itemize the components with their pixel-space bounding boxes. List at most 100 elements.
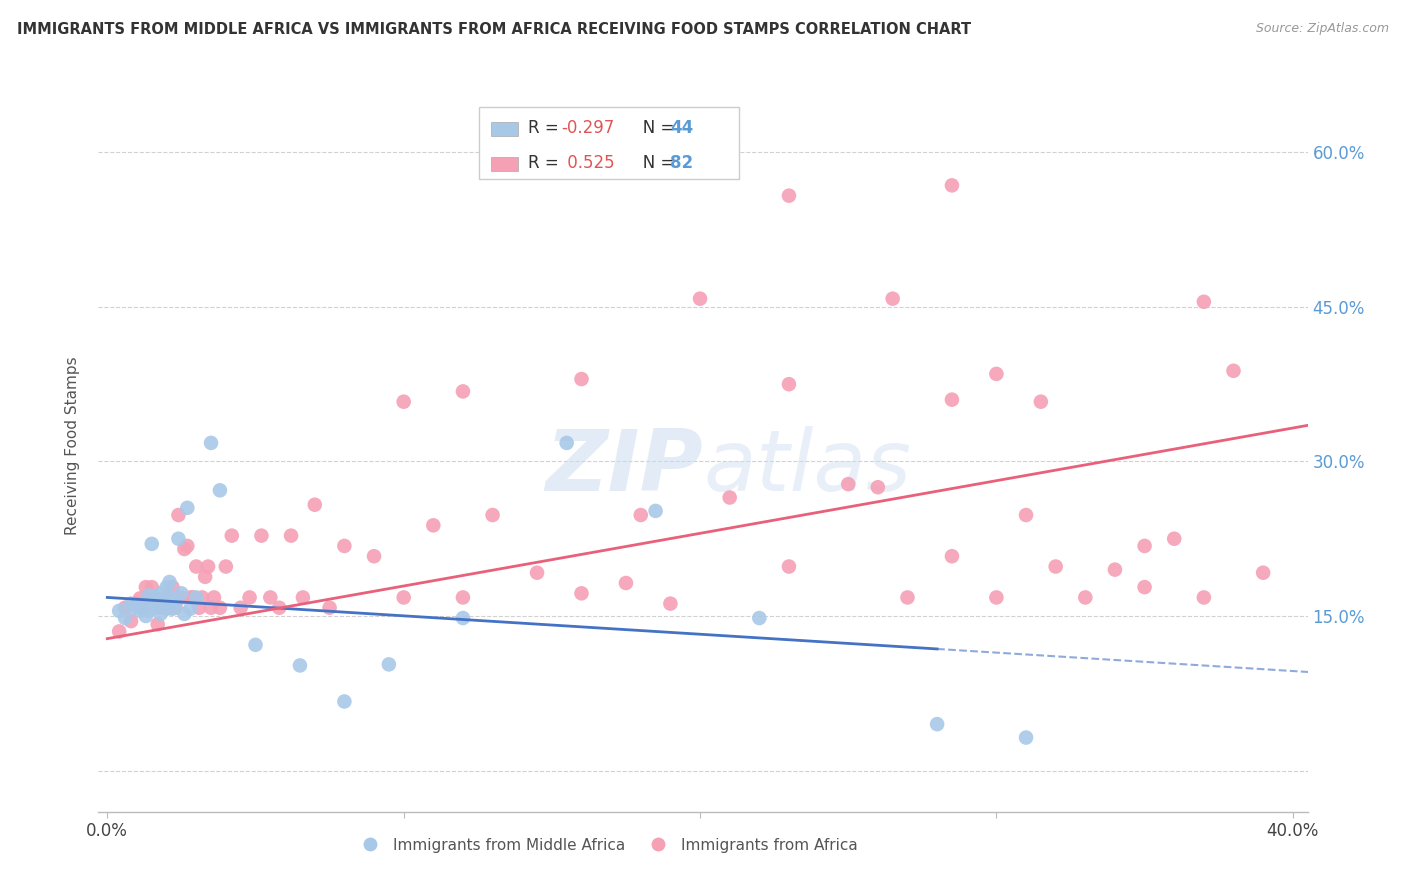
Point <box>152 597 174 611</box>
Point <box>1015 508 1038 522</box>
Point <box>1192 591 1215 605</box>
Point <box>138 588 160 602</box>
Point <box>132 600 155 615</box>
Point <box>644 504 666 518</box>
Point <box>250 528 273 542</box>
Point <box>155 591 177 605</box>
Point <box>200 600 222 615</box>
Point <box>194 570 217 584</box>
Point <box>159 600 181 615</box>
Point <box>778 559 800 574</box>
Point <box>122 600 145 615</box>
Point <box>571 372 593 386</box>
Text: R =: R = <box>527 119 564 136</box>
Point <box>208 600 231 615</box>
Point <box>152 597 174 611</box>
Point <box>179 601 201 615</box>
Point <box>155 601 177 615</box>
Text: Source: ZipAtlas.com: Source: ZipAtlas.com <box>1256 22 1389 36</box>
Point <box>181 591 204 605</box>
Point <box>120 597 142 611</box>
Point <box>146 597 169 611</box>
Point <box>229 600 252 615</box>
Text: IMMIGRANTS FROM MIDDLE AFRICA VS IMMIGRANTS FROM AFRICA RECEIVING FOOD STAMPS CO: IMMIGRANTS FROM MIDDLE AFRICA VS IMMIGRA… <box>17 22 972 37</box>
Point <box>188 600 211 615</box>
Point <box>108 604 131 618</box>
Point <box>141 537 163 551</box>
Point <box>1015 731 1038 745</box>
Point <box>778 188 800 202</box>
Point <box>155 580 177 594</box>
Point <box>718 491 741 505</box>
Point <box>200 436 222 450</box>
Point <box>280 528 302 542</box>
Point <box>555 436 578 450</box>
Point <box>120 614 142 628</box>
Point <box>176 539 198 553</box>
Point <box>176 500 198 515</box>
Point <box>288 658 311 673</box>
Point <box>221 528 243 542</box>
Point <box>1192 294 1215 309</box>
Point <box>239 591 262 605</box>
Point <box>129 591 152 606</box>
Point <box>882 292 904 306</box>
Point <box>941 178 963 193</box>
Text: R =: R = <box>527 154 564 172</box>
FancyBboxPatch shape <box>492 157 517 171</box>
Point <box>129 604 152 618</box>
Point <box>138 604 160 618</box>
Point <box>896 591 918 605</box>
Point <box>146 617 169 632</box>
Text: ZIP: ZIP <box>546 426 703 509</box>
Point <box>778 377 800 392</box>
FancyBboxPatch shape <box>492 122 517 136</box>
Point <box>571 586 593 600</box>
Point <box>1045 559 1067 574</box>
Point <box>451 384 474 399</box>
Text: N =: N = <box>627 154 679 172</box>
Point <box>167 508 190 522</box>
Point <box>149 586 172 600</box>
Point <box>143 600 166 615</box>
Point <box>138 591 160 605</box>
Text: -0.297: -0.297 <box>561 119 614 136</box>
Point <box>146 600 169 615</box>
Point <box>167 532 190 546</box>
FancyBboxPatch shape <box>479 107 740 179</box>
Point <box>748 611 770 625</box>
Point <box>108 624 131 639</box>
Point <box>197 559 219 574</box>
Point <box>1029 394 1052 409</box>
Point <box>125 599 148 613</box>
Text: atlas: atlas <box>703 426 911 509</box>
Point <box>866 480 889 494</box>
Point <box>659 597 682 611</box>
Point <box>173 541 195 556</box>
Point <box>132 600 155 615</box>
Point <box>245 638 267 652</box>
Point <box>208 483 231 498</box>
Point <box>149 607 172 621</box>
Point <box>170 586 193 600</box>
Point <box>318 600 340 615</box>
Text: 0.525: 0.525 <box>561 154 614 172</box>
Point <box>179 591 201 605</box>
Text: 82: 82 <box>671 154 693 172</box>
Point <box>481 508 503 522</box>
Point <box>215 559 238 574</box>
Point <box>114 611 136 625</box>
Point <box>152 593 174 607</box>
Point <box>162 580 184 594</box>
Point <box>269 600 291 615</box>
Point <box>333 694 356 708</box>
Point <box>149 600 172 615</box>
Point <box>143 591 166 605</box>
Point <box>141 580 163 594</box>
Point <box>162 591 184 606</box>
Point <box>333 539 356 553</box>
Point <box>143 591 166 605</box>
Point <box>1163 532 1185 546</box>
Point <box>259 591 281 605</box>
Point <box>941 549 963 564</box>
